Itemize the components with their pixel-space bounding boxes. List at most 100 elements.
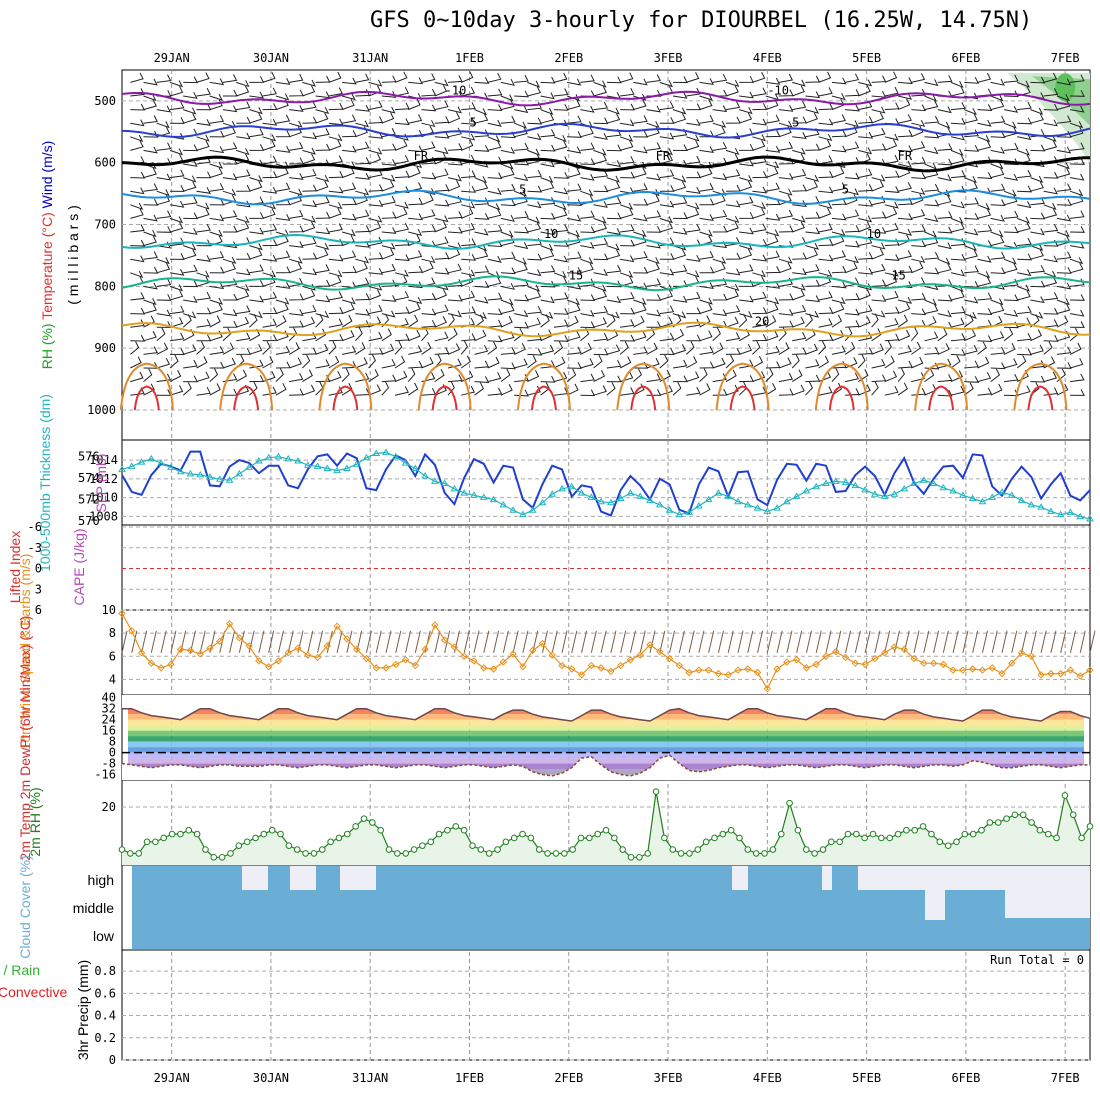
wind-barb <box>739 343 753 355</box>
thickness-point <box>274 452 283 460</box>
rh-point <box>1019 811 1027 819</box>
rh-point <box>969 830 977 838</box>
wind-barb <box>924 368 935 383</box>
x-tick-bottom-1FEB: 1FEB <box>455 1071 484 1085</box>
wind-barb <box>447 174 462 182</box>
wind-barb <box>566 298 581 306</box>
rh-point <box>502 838 510 846</box>
thickness-point <box>558 484 566 492</box>
wind-barb <box>196 386 211 396</box>
wind-barb <box>739 143 755 151</box>
wind-barb <box>964 113 978 124</box>
wind10m-point <box>392 660 400 669</box>
wind-barb <box>752 134 766 142</box>
wind-barb <box>778 172 794 180</box>
wind-barb <box>183 243 197 251</box>
wind-barb <box>355 225 371 233</box>
run-total-label: Run Total = 0 <box>990 953 1084 967</box>
x-tick-top-3FEB: 3FEB <box>654 51 683 65</box>
wind-barb <box>434 100 449 111</box>
wind-barb <box>950 253 966 261</box>
wind-barb <box>355 342 366 355</box>
wind-barb <box>964 76 980 84</box>
wind-barb <box>222 388 238 396</box>
wind-barb <box>845 172 860 180</box>
wind-barb <box>831 182 846 192</box>
wind-barb <box>514 226 529 234</box>
wind-barb <box>249 107 263 115</box>
wind-barb <box>672 107 687 115</box>
wind-barb <box>659 153 674 165</box>
wind-barb <box>236 305 251 315</box>
wind-barb <box>328 340 337 355</box>
wind-barb <box>712 262 726 274</box>
wind-barb <box>937 263 952 274</box>
wind-barb <box>540 375 556 383</box>
wind-barb <box>156 121 170 129</box>
wind-barb <box>209 330 223 342</box>
wind-barb <box>831 114 846 124</box>
wind-barb <box>342 266 357 274</box>
wind-barb <box>249 295 264 303</box>
wind10m-barb <box>571 630 578 653</box>
wind10m-point <box>792 656 801 664</box>
wind-barb <box>209 161 223 169</box>
slp-line <box>121 450 1091 517</box>
wind-barb <box>580 278 595 287</box>
rh-point <box>327 838 334 846</box>
wind-barb <box>249 144 265 151</box>
cloud-clear-patch <box>242 866 268 890</box>
wind-barb <box>845 308 860 316</box>
wind-barb <box>792 221 805 233</box>
wind-barb <box>553 335 569 342</box>
wind-barb <box>937 294 953 302</box>
wind-barb <box>461 71 474 83</box>
wind-barb <box>447 180 461 192</box>
thickness-point <box>1037 503 1045 510</box>
wind-barb <box>858 100 873 111</box>
wind-barb <box>1043 202 1057 210</box>
wind-barb <box>355 73 370 83</box>
isotherm-25 <box>1013 362 1068 411</box>
rh-point <box>911 826 919 834</box>
y-tick-temp: 0 <box>109 746 116 760</box>
rh-point <box>160 834 168 842</box>
wind-barb <box>686 223 701 233</box>
wind-barb <box>275 281 291 289</box>
wind-barb <box>739 196 754 206</box>
rh-point <box>310 850 318 857</box>
y-tick-slp: 1014 <box>89 453 118 467</box>
rh-point <box>761 850 768 857</box>
wind10m-point <box>587 661 596 670</box>
wind-barb <box>897 302 911 315</box>
wind-barb <box>275 182 291 192</box>
wind-barb <box>302 316 316 328</box>
wind-barb <box>540 296 555 304</box>
wind-barb <box>394 154 410 165</box>
thickness-point <box>167 463 175 470</box>
wind-barb <box>566 383 579 396</box>
wind-barb <box>222 357 236 369</box>
wind-barb <box>328 207 342 219</box>
wind-barb <box>487 292 503 301</box>
wind-barb <box>289 209 304 219</box>
wind-barb <box>143 198 159 206</box>
rh-point <box>936 838 944 846</box>
wind-barb <box>831 77 847 85</box>
wind-barb <box>699 345 714 355</box>
wind-barb <box>937 358 952 369</box>
wind-barb <box>831 367 840 382</box>
wind-barb <box>964 249 978 260</box>
rh-point <box>318 846 326 853</box>
wind-barb <box>606 196 622 206</box>
wind-barb <box>540 107 554 116</box>
rh-point <box>427 838 435 846</box>
wind-barb <box>620 387 635 396</box>
wind-barb <box>699 368 708 382</box>
rh-point <box>569 846 576 853</box>
wind10m-point <box>157 664 165 672</box>
wind-barb <box>712 120 727 128</box>
wind-barb <box>540 113 555 124</box>
wind-barb <box>183 113 197 124</box>
wind-barb <box>672 359 688 369</box>
